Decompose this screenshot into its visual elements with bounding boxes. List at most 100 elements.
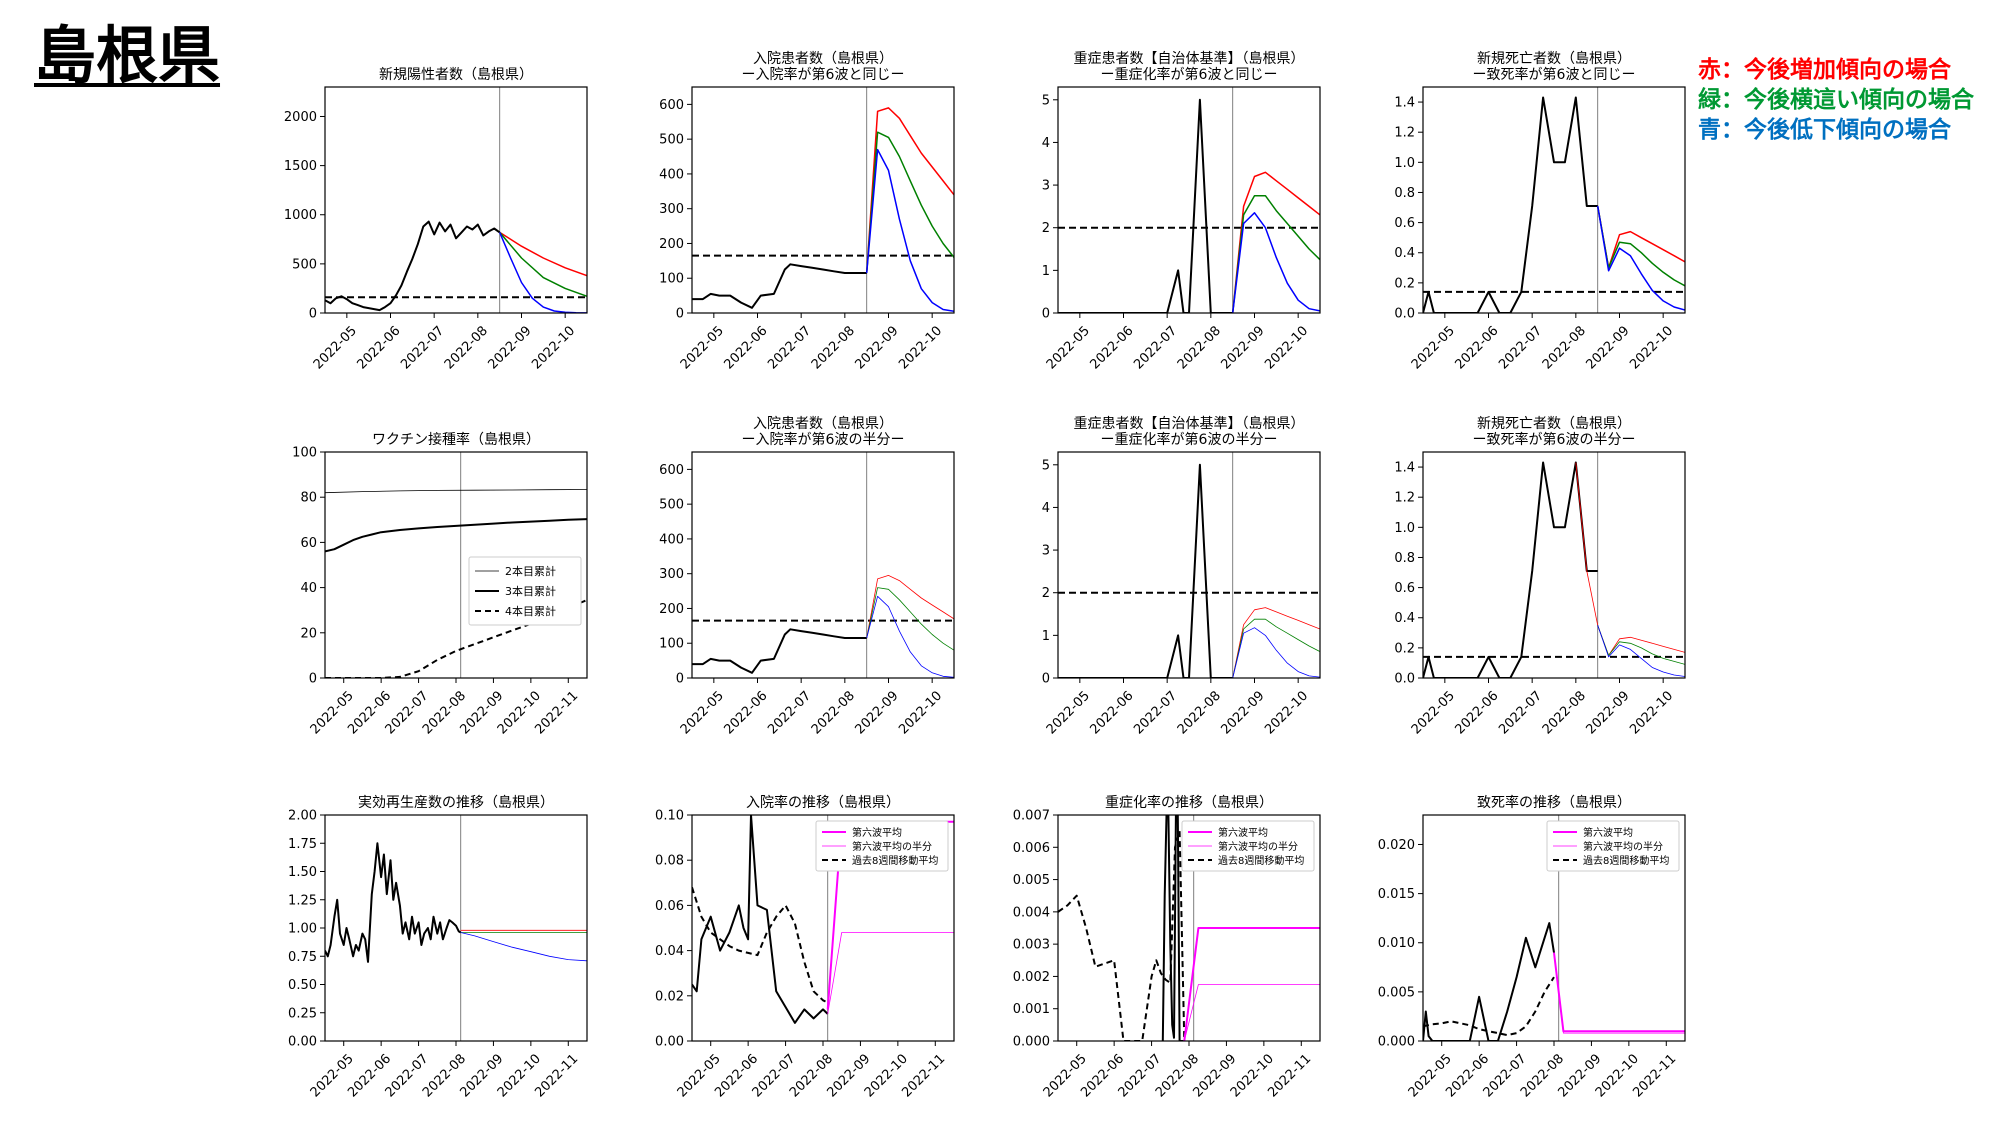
legend-label: 第六波平均 <box>852 826 902 839</box>
y-tick-label: 0.75 <box>288 950 317 965</box>
y-tick-label: 0.08 <box>655 854 684 869</box>
y-tick-label: 1.50 <box>288 865 317 880</box>
legend-label: 過去8週間移動平均 <box>1583 854 1669 867</box>
x-tick-label: 2022-07 <box>765 323 814 372</box>
chart-title: 重症化率の推移（島根県） <box>1105 794 1273 811</box>
y-tick-label: 5 <box>1042 93 1050 108</box>
y-tick-label: 1.2 <box>1394 126 1415 141</box>
y-tick-label: 500 <box>659 133 684 148</box>
chart-deaths-same: 新規死亡者数（島根県）ー致死率が第6波と同じー 0.0 0.2 0.4 0.6 0.8 1.… <box>1394 51 1686 372</box>
y-tick-label: 0 <box>676 307 684 322</box>
plot-area <box>692 87 954 313</box>
axes-frame <box>1422 814 1686 1042</box>
series-line-0 <box>325 842 462 963</box>
series-line-1 <box>1058 830 1186 1041</box>
legend-label: 第六波平均の半分 <box>852 840 932 853</box>
x-tick-label: 2022-10 <box>1627 323 1676 372</box>
series-line-1 <box>325 518 587 553</box>
series-line-3 <box>1553 952 1685 1034</box>
y-tick-label: 100 <box>659 272 684 287</box>
plot-area <box>1058 87 1320 313</box>
y-tick-label: 1.25 <box>288 893 317 908</box>
y-tick-label: 1.75 <box>288 837 317 852</box>
legend-label: 過去8週間移動平均 <box>852 854 938 867</box>
chart-title: 入院患者数（島根県） <box>753 51 893 67</box>
y-tick-label: 1.0 <box>1394 156 1415 171</box>
y-tick-label: 1.4 <box>1394 96 1415 111</box>
x-tick-label: 2022-07 <box>1131 688 1180 737</box>
axes-frame <box>1057 451 1321 679</box>
x-tick-label: 2022-09 <box>1219 688 1268 737</box>
x-tick-label: 2022-09 <box>1219 323 1268 372</box>
y-tick-label: 0.8 <box>1394 551 1415 566</box>
y-tick-label: 0.0 <box>1394 307 1415 322</box>
x-tick-label: 2022-10 <box>896 688 945 737</box>
chart-hosp-half: 入院患者数（島根県）ー入院率が第6波の半分ー 0 100 200 300 400 500 60… <box>659 416 955 737</box>
y-tick-label: 0.001 <box>1013 1002 1050 1017</box>
legend-label: 第六波平均 <box>1583 826 1633 839</box>
x-tick-label: 2022-10 <box>896 323 945 372</box>
chart-title: 新規死亡者数（島根県） <box>1477 416 1631 432</box>
x-tick-label: 2022-06 <box>722 688 771 737</box>
y-tick-label: 0.006 <box>1013 841 1050 856</box>
chart-title: 入院患者数（島根県） <box>753 416 893 432</box>
chart-severe-rate: 重症化率の推移（島根県） 0.000 0.001 0.002 0.003 0.004 0.0… <box>1013 794 1321 1100</box>
y-tick-label: 0.06 <box>655 899 684 914</box>
series-line-0 <box>692 628 867 674</box>
y-tick-label: 4 <box>1042 136 1050 151</box>
chart-death-rate: 致死率の推移（島根県）0.0000.0050.0100.0150.0202022… <box>1378 794 1686 1100</box>
y-tick-label: 0.2 <box>1394 276 1415 291</box>
plot-area <box>325 452 587 678</box>
y-tick-label: 0.8 <box>1394 186 1415 201</box>
chart-title: ー致死率が第6波の半分ー <box>1473 431 1636 448</box>
x-tick-label: 2022-09 <box>853 688 902 737</box>
chart-title: 実効再生産数の推移（島根県） <box>358 795 554 811</box>
x-tick-label: 2022-05 <box>1409 323 1458 372</box>
series-line-1 <box>865 107 954 274</box>
series-line-0 <box>1161 815 1184 1041</box>
y-tick-label: 80 <box>300 491 317 506</box>
series-line-2 <box>1231 194 1320 313</box>
plot-area <box>692 452 954 678</box>
y-tick-label: 600 <box>659 98 684 113</box>
y-tick-label: 0.0 <box>1394 672 1415 687</box>
series-line-1 <box>499 231 587 277</box>
axes-frame <box>324 451 588 679</box>
y-tick-label: 0 <box>309 672 317 687</box>
series-line-1 <box>866 575 954 639</box>
series-line-3 <box>1231 212 1320 313</box>
y-tick-label: 600 <box>659 463 684 478</box>
plot-area <box>1058 815 1320 1041</box>
x-tick-label: 2022-05 <box>1409 688 1458 737</box>
legend-label: 第六波平均の半分 <box>1218 840 1298 853</box>
chart-title: ー致死率が第6波と同じー <box>1473 66 1636 83</box>
series-line-3 <box>460 932 587 962</box>
y-tick-label: 400 <box>659 167 684 182</box>
y-tick-label: 1.00 <box>288 922 317 937</box>
chart-title: ー入院率が第6波と同じー <box>742 66 905 83</box>
y-tick-label: 0.003 <box>1013 938 1050 953</box>
y-tick-label: 1.4 <box>1394 461 1415 476</box>
y-tick-label: 3 <box>1042 544 1050 559</box>
x-tick-label: 2022-07 <box>398 323 447 372</box>
axes-frame <box>1422 451 1686 679</box>
y-tick-label: 0 <box>676 672 684 687</box>
y-tick-label: 500 <box>292 257 317 272</box>
chart-rt: 実効再生産数の推移（島根県） 0.00 0.25 0.50 0.75 1.00 1.25 1.… <box>288 795 588 1100</box>
series-line-2 <box>1597 625 1685 665</box>
x-tick-label: 2022-06 <box>355 323 404 372</box>
x-tick-label: 2022-07 <box>1131 323 1180 372</box>
y-tick-label: 0.2 <box>1394 641 1415 656</box>
x-tick-label: 2022-05 <box>678 323 727 372</box>
series-line-2 <box>866 587 954 651</box>
x-tick-label: 2022-06 <box>1088 323 1137 372</box>
x-tick-label: 2022-08 <box>442 323 491 372</box>
x-tick-label: 2022-06 <box>1453 323 1502 372</box>
y-tick-label: 2.00 <box>288 809 317 824</box>
chart-severe-half: 重症患者数【自治体基準】（島根県）ー重症化率が第6波の半分ー 0 1 2 3 4 5 2022… <box>1042 415 1321 737</box>
y-tick-label: 0 <box>309 307 317 322</box>
y-tick-label: 1 <box>1042 264 1050 279</box>
axes-frame <box>324 814 588 1042</box>
